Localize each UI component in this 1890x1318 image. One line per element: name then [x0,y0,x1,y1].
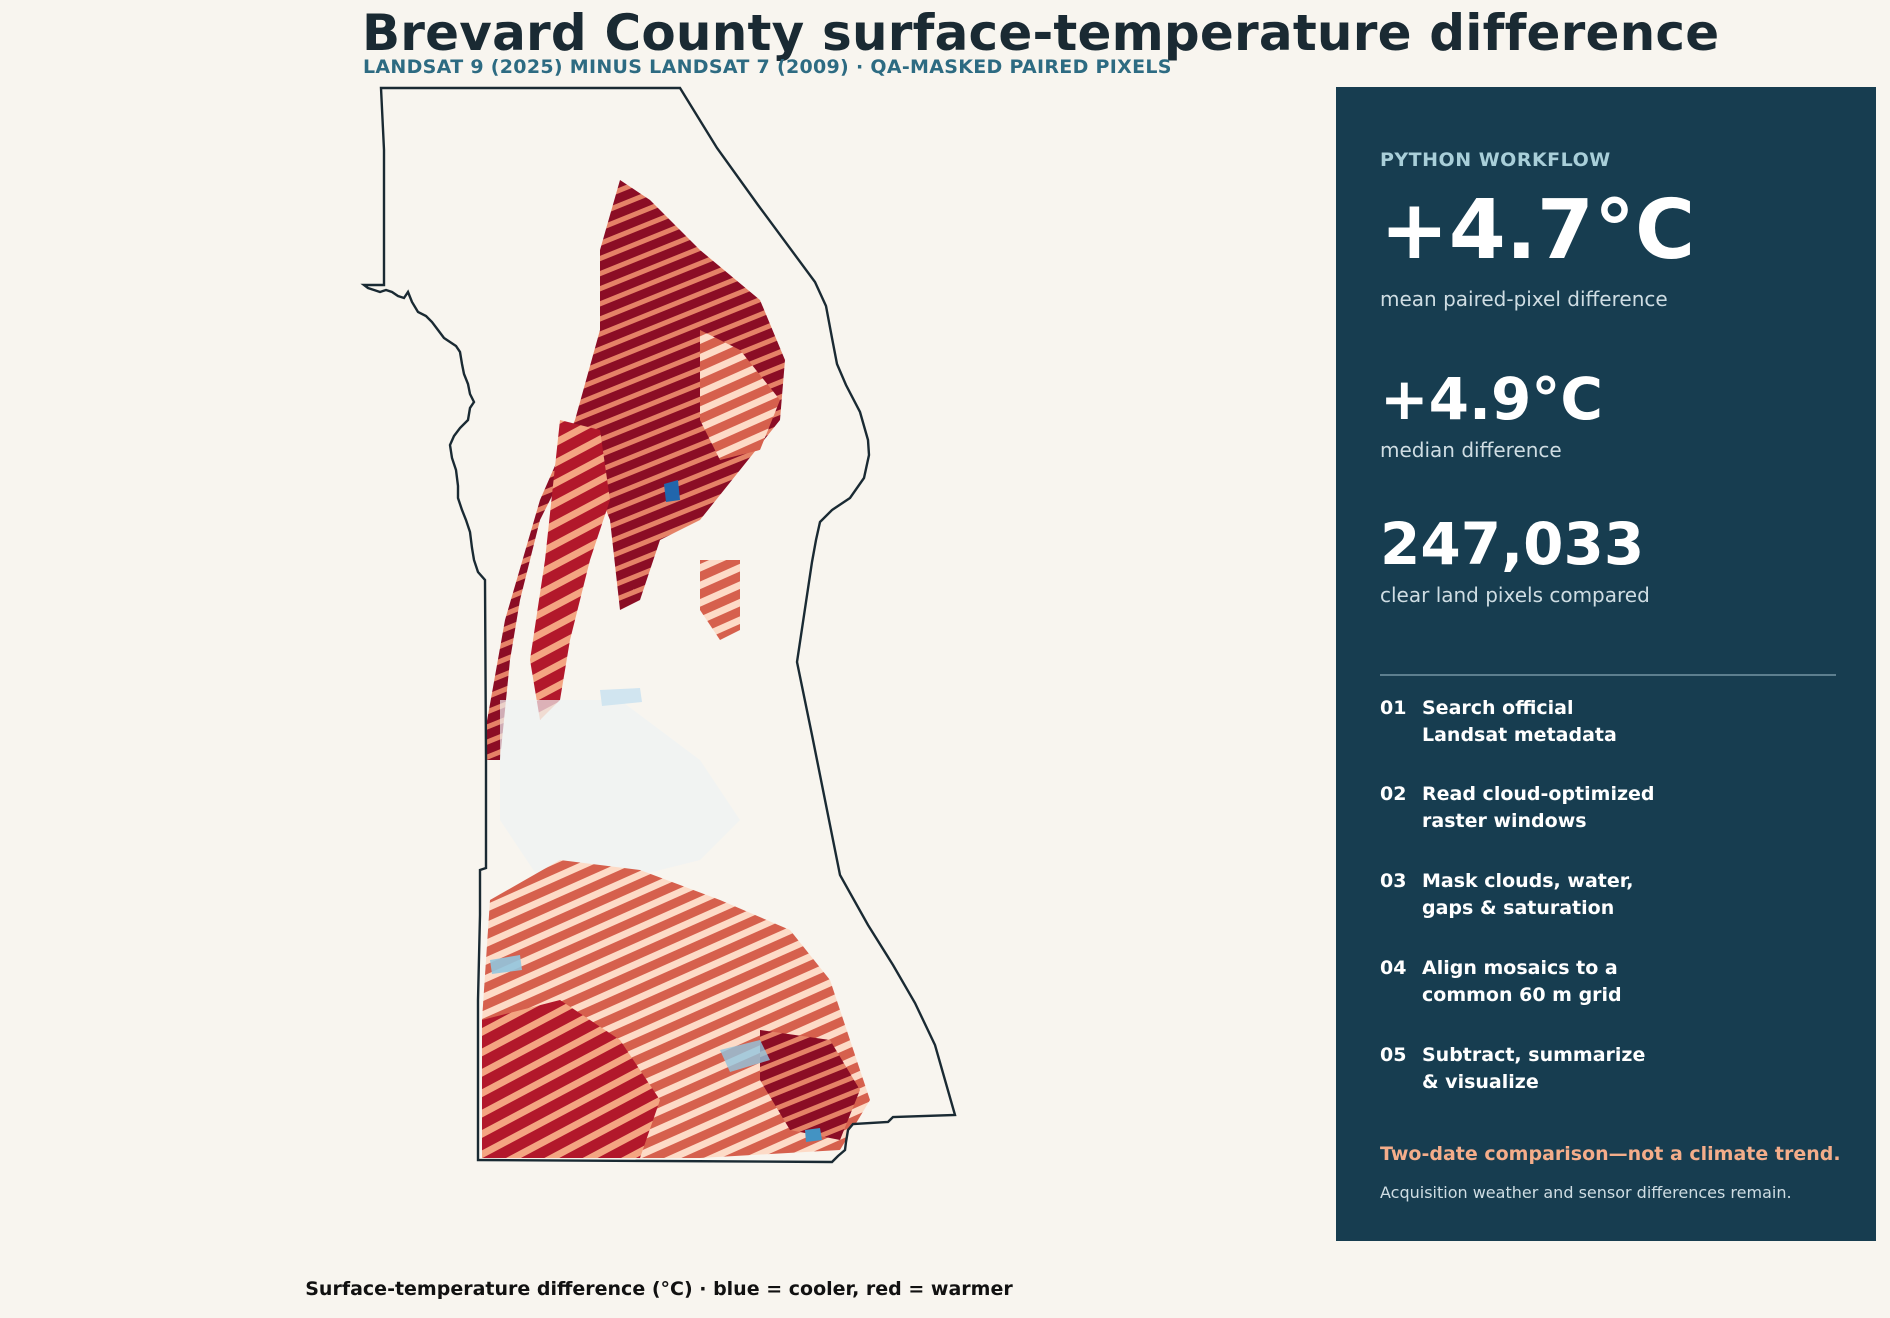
temperature-difference-raster [480,180,870,1158]
warm-region-north [480,180,785,760]
step-number: 04 [1380,957,1407,979]
step-text: Mask clouds, water, gaps & saturation [1422,870,1634,919]
cool-patch-3 [720,1040,770,1072]
neutral-region-center [500,700,740,880]
step-text: Align mosaics to a common 60 m grid [1422,957,1622,1006]
warm-region-southwest [482,1000,660,1158]
step-text: Subtract, summarize & visualize [1422,1044,1646,1093]
warm-region-east [700,560,740,640]
colorbar-label: Surface-temperature difference (°C) · bl… [305,1278,1013,1300]
median-difference-value: +4.9°C [1380,365,1603,433]
mean-difference-value: +4.7°C [1380,183,1696,278]
pixel-count-value: 247,033 [1380,510,1645,578]
warm-region-southeast [760,1030,860,1140]
panel-divider [1380,674,1836,676]
step-text: Read cloud-optimized raster windows [1422,783,1655,832]
workflow-title: PYTHON WORKFLOW [1380,149,1611,171]
step-number: 03 [1380,870,1407,892]
warm-region-central [530,420,610,720]
county-map: −10.0−7.5−5.0−2.50.02.55.07.510.0 [360,86,957,1164]
step-number: 05 [1380,1044,1407,1066]
county-outline [360,86,957,1164]
cool-patch-5 [600,688,642,706]
mean-difference-label: mean paired-pixel difference [1380,287,1668,311]
cool-patch-4 [490,955,522,974]
caveat-note: Acquisition weather and sensor differenc… [1380,1183,1792,1202]
step-number: 01 [1380,697,1407,719]
cool-patch-1 [664,480,680,502]
caveat-text: Two-date comparison—not a climate trend. [1380,1143,1841,1165]
warm-region-northeast [700,330,780,460]
map-title: Brevard County surface-temperature diffe… [362,4,1720,62]
workflow-panel: PYTHON WORKFLOW +4.7°C mean paired-pixel… [1336,87,1876,1241]
pixel-count-label: clear land pixels compared [1380,583,1650,607]
map-subtitle: LANDSAT 9 (2025) MINUS LANDSAT 7 (2009) … [363,56,1172,78]
step-text: Search official Landsat metadata [1422,697,1617,746]
median-difference-label: median difference [1380,438,1562,462]
cool-patch-2 [805,1128,822,1142]
step-number: 02 [1380,783,1407,805]
